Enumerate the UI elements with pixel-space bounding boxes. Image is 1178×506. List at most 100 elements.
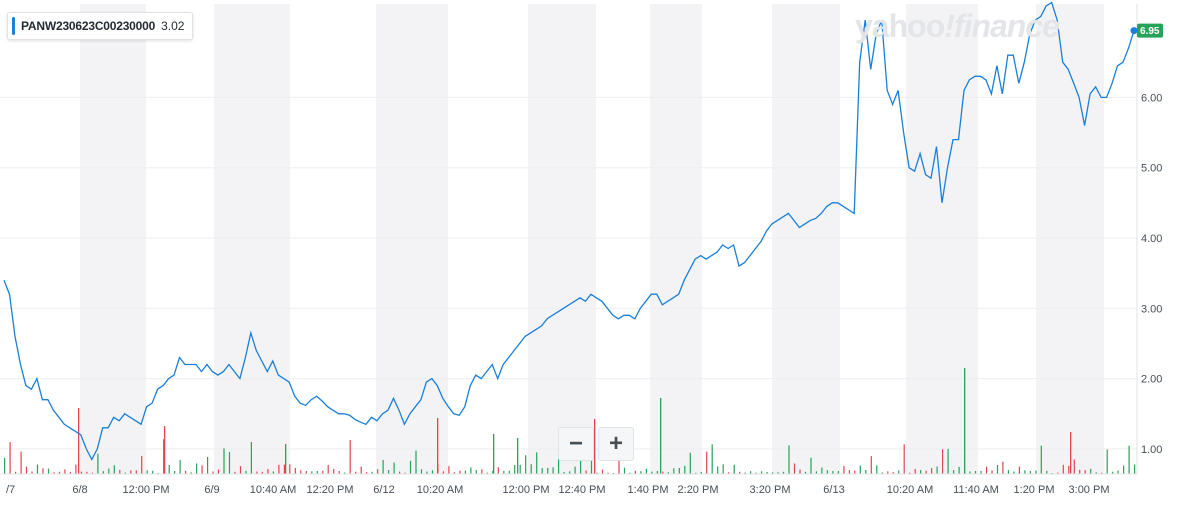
volume-bar [316,471,318,474]
volume-bar [590,456,593,474]
volume-bar [514,465,516,474]
volume-bar [102,471,104,474]
volume-bar [739,471,741,474]
volume-bar [936,466,938,474]
volume-bar [887,471,889,474]
volume-bar [256,471,258,474]
volume-bar [69,471,71,474]
volume-bar [470,467,472,474]
volume-bar [399,471,401,474]
volume-bar [437,418,439,474]
session-band [1036,4,1104,474]
current-price-dot [1130,27,1138,35]
volume-bar [1068,465,1070,474]
volume-bar [344,472,346,474]
x-tick-label: 6/13 [823,484,844,496]
volume-bar [382,459,384,474]
volume-bar [355,471,357,474]
zoom-in-button[interactable]: + [598,427,634,461]
volume-bar [645,468,647,474]
zoom-controls: − + [558,427,634,461]
volume-bar [815,471,817,474]
volume-bar [695,472,697,474]
volume-bar [980,470,982,474]
x-tick-label: 3:20 PM [750,484,791,496]
volume-bar [289,464,291,474]
volume-bar [415,450,417,474]
volume-bar [1062,464,1064,474]
x-tick-label: 6/8 [72,484,87,496]
volume-bar [958,466,960,474]
volume-bar [804,471,807,474]
x-tick-label: 1:40 PM [628,484,669,496]
volume-bar [854,470,856,474]
volume-bar [497,467,499,474]
volume-bar [9,442,11,474]
x-tick-label: 1:20 PM [1014,484,1055,496]
volume-bar [190,472,192,474]
volume-bar [388,470,390,474]
volume-bar [574,466,576,474]
volume-bar [722,464,724,474]
volume-bar [519,464,521,474]
series-legend[interactable]: PANW230623C00230000 3.02 [7,12,194,40]
x-tick-label: 6/9 [204,484,219,496]
volume-bar [311,471,313,474]
volume-bar [481,469,483,474]
volume-bar [651,471,653,474]
volume-bar [689,452,691,474]
x-tick-label: 10:40 AM [250,484,296,496]
volume-bar [464,470,466,474]
volume-bar [4,457,6,474]
volume-bar [1106,449,1108,474]
volume-bar [1101,472,1103,474]
volume-bar [660,398,662,474]
volume-bar [86,471,88,474]
volume-bar [80,471,82,474]
volume-bar [1024,470,1026,474]
y-tick-label: 6.00 [1141,92,1162,104]
x-tick-label: 6/12 [373,484,394,496]
volume-bar [64,469,66,474]
volume-bar [673,468,675,474]
volume-bar [305,471,307,474]
zoom-out-button[interactable]: − [558,427,594,461]
volume-bar [634,470,636,474]
session-band [80,4,146,474]
volume-bar [1112,471,1114,474]
volume-bar [239,466,242,474]
x-tick-label: 10:20 AM [887,484,933,496]
volume-bar [585,470,587,474]
x-tick-label: 2:20 PM [678,484,719,496]
y-tick-label: 2.00 [1141,374,1162,386]
volume-bar [47,468,50,474]
volume-bar [711,444,713,474]
volume-bar [942,449,944,474]
volume-bar [377,469,379,474]
volume-bar [1123,465,1125,474]
volume-bar [914,469,916,474]
volume-bar [618,457,620,474]
volume-bar [881,472,883,474]
x-tick-label: 12:40 PM [558,484,605,496]
volume-bar [667,472,669,474]
volume-bar [996,465,999,474]
volume-bar [196,463,198,474]
volume-bar [1018,466,1020,474]
volume-bar [278,464,280,474]
volume-bar [371,471,373,474]
volume-bar [925,470,927,474]
price-line [3,1,1135,461]
volume-bar [212,471,214,474]
volume-bar [837,471,839,474]
volume-bar [146,470,148,474]
volume-bar [234,471,236,474]
volume-bar [607,472,609,474]
volume-bar [119,469,121,474]
volume-bars [4,368,1136,474]
volume-bar [793,463,796,474]
session-band [906,4,978,474]
volume-bar [782,471,785,474]
volume-bar [596,472,598,474]
